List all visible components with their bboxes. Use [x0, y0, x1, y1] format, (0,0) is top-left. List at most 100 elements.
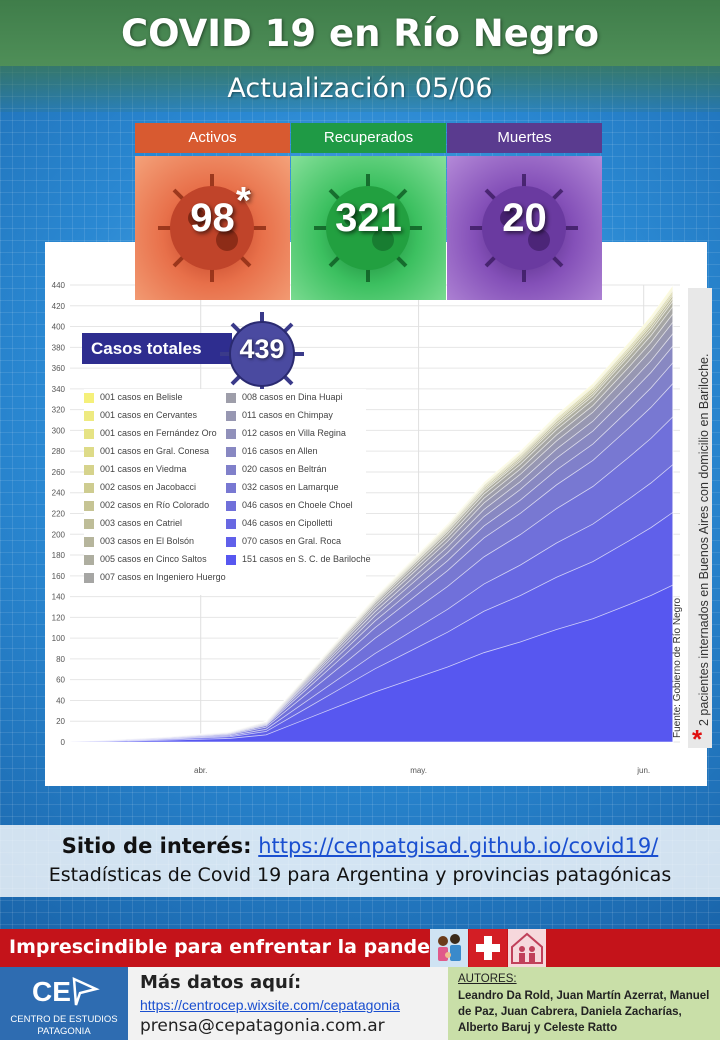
x-tick-label: may.	[410, 766, 427, 775]
subtitle-band	[0, 66, 720, 112]
legend-label: 020 casos en Beltrán	[242, 464, 327, 474]
y-tick-label: 220	[52, 510, 66, 519]
y-tick-label: 80	[56, 655, 65, 664]
virus-icon	[314, 174, 422, 282]
more-data-link[interactable]: https://centrocep.wixsite.com/cepatagoni…	[140, 997, 400, 1013]
chart-legend: 001 casos en Belisle 001 casos en Cervant…	[84, 389, 371, 595]
virus-icon	[220, 312, 304, 396]
legend-swatch	[226, 429, 236, 439]
legend-swatch	[84, 465, 94, 475]
y-tick-label: 100	[52, 634, 66, 643]
legend-swatch	[84, 429, 94, 439]
logo-line-2: PATAGONIA	[37, 1026, 91, 1037]
site-of-interest-label: Sitio de interés:	[61, 834, 252, 858]
stat-recovered: Recuperados 321	[291, 123, 446, 300]
y-tick-label: 20	[56, 717, 65, 726]
active-asterisk: *	[236, 180, 251, 222]
x-tick-label: jun.	[636, 766, 650, 775]
legend-swatch	[226, 555, 236, 565]
y-tick-label: 240	[52, 489, 66, 498]
stat-recovered-value: 321	[335, 196, 402, 240]
legend-swatch	[84, 555, 94, 565]
asterisk-icon: *	[692, 724, 703, 754]
stat-recovered-label: Recuperados	[291, 123, 446, 153]
authors-label: AUTORES:	[458, 973, 517, 985]
virus-icon	[470, 174, 578, 282]
y-tick-label: 140	[52, 593, 66, 602]
stat-active-value: 98	[190, 196, 235, 240]
legend-label: 070 casos en Gral. Roca	[242, 536, 342, 546]
logo-mark-icon: CE	[32, 976, 100, 1007]
legend-swatch	[226, 501, 236, 511]
y-tick-label: 60	[56, 676, 65, 685]
y-tick-label: 180	[52, 551, 66, 560]
legend-label: 046 casos en Cipolletti	[242, 518, 333, 528]
total-cases-value: 439	[239, 334, 285, 364]
legend-label: 001 casos en Fernández Oro	[100, 428, 217, 438]
y-tick-label: 400	[52, 323, 66, 332]
legend-label: 002 casos en Río Colorado	[100, 500, 210, 510]
virus-icon	[158, 174, 266, 282]
legend-swatch	[226, 465, 236, 475]
stat-active-panel: 98 *	[135, 156, 290, 300]
chart-panel: 0 20 40 60 80 100 120 140 160 180 200 220 240 260 280 3…	[45, 242, 707, 786]
legend-label: 003 casos en Catriel	[100, 518, 183, 528]
legend-label: 002 casos en Jacobacci	[100, 482, 197, 492]
legend-swatch	[84, 573, 94, 583]
y-tick-label: 0	[61, 738, 66, 747]
legend-label: 046 casos en Choele Choel	[242, 500, 353, 510]
legend-swatch	[226, 411, 236, 421]
legend-swatch	[226, 483, 236, 493]
legend-swatch	[226, 447, 236, 457]
stay-home-icon	[508, 929, 546, 967]
legend-label: 001 casos en Belisle	[100, 392, 183, 402]
family-icon	[430, 929, 468, 967]
y-tick-label: 300	[52, 426, 66, 435]
legend-swatch	[84, 537, 94, 547]
header-band	[0, 0, 720, 66]
stat-active: Activos 98 *	[135, 123, 290, 300]
y-tick-label: 380	[52, 343, 66, 352]
y-tick-label: 280	[52, 447, 66, 456]
y-tick-label: 200	[52, 530, 66, 539]
authors-panel	[448, 967, 720, 1040]
logo-line-1: CENTRO DE ESTUDIOS	[10, 1014, 118, 1025]
x-tick-label: abr.	[194, 766, 207, 775]
stat-active-label: Activos	[135, 123, 290, 153]
site-description: Estadísticas de Covid 19 para Argentina …	[48, 864, 672, 886]
legend-label: 001 casos en Gral. Conesa	[100, 446, 210, 456]
site-of-interest-link[interactable]: https://cenpatgisad.github.io/covid19/	[258, 834, 659, 858]
area-series	[69, 584, 674, 743]
legend-swatch	[226, 519, 236, 529]
stacked-area-chart: 0 20 40 60 80 100 120 140 160 180 200 220 240 260 280 3…	[52, 281, 680, 775]
more-data-label: Más datos aquí:	[140, 972, 302, 993]
y-tick-label: 40	[56, 696, 65, 705]
legend-swatch	[226, 537, 236, 547]
stat-deaths: Muertes 20	[447, 123, 602, 300]
stat-deaths-value: 20	[502, 196, 547, 240]
total-cases-label: Casos totales	[82, 333, 232, 364]
stat-deaths-panel: 20	[447, 156, 602, 300]
legend-label: 012 casos en Villa Regina	[242, 428, 346, 438]
side-note: 2 pacientes internados en Buenos Aires c…	[697, 353, 711, 726]
legend-label: 001 casos en Cervantes	[100, 410, 198, 420]
update-date: Actualización 05/06	[227, 73, 493, 104]
legend-swatch	[226, 393, 236, 403]
legend-swatch	[84, 501, 94, 511]
authors-list: Leandro Da Rold, Juan Martín Azerrat, Ma…	[458, 990, 710, 1034]
cep-logo: CE CENTRO DE ESTUDIOS PATAGONIA	[0, 967, 128, 1040]
contact-email[interactable]: prensa@cepatagonia.com.ar	[140, 1016, 385, 1036]
source-note: Fuente: Gobierno de Río Negro	[672, 597, 683, 738]
legend-swatch	[84, 447, 94, 457]
legend-swatch	[84, 483, 94, 493]
legend-label: 008 casos en Dina Huapi	[242, 392, 343, 402]
pandemic-banner-text: Imprescindible para enfrentar la pandemi…	[9, 936, 477, 958]
y-tick-label: 320	[52, 406, 66, 415]
more-data-panel	[128, 967, 448, 1040]
legend-swatch	[84, 393, 94, 403]
legend-label: 005 casos en Cinco Saltos	[100, 554, 207, 564]
y-tick-label: 120	[52, 613, 66, 622]
y-tick-label: 160	[52, 572, 66, 581]
y-tick-label: 340	[52, 385, 66, 394]
legend-label: 011 casos en Chimpay	[242, 410, 333, 420]
